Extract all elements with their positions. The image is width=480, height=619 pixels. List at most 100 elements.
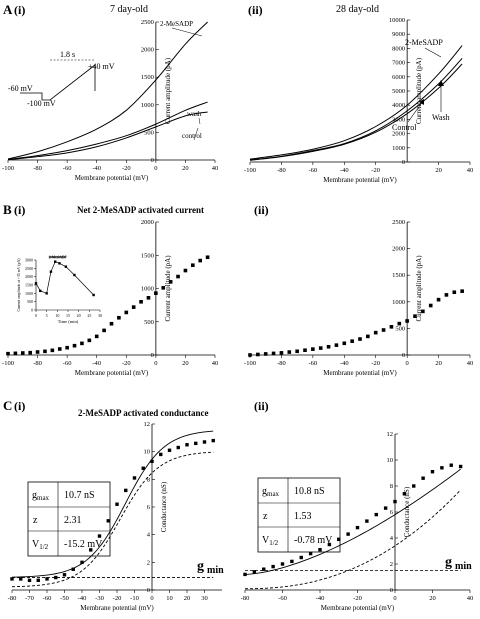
y-axis-label: Conductance (nS) <box>160 481 168 532</box>
x-tick-label: 0 <box>154 360 157 367</box>
x-tick-label: 20 <box>182 165 189 172</box>
y-tick-label: 8 <box>147 476 150 483</box>
data-point <box>342 341 347 346</box>
data-point <box>154 291 158 295</box>
y-tick-label: 10000 <box>389 17 405 24</box>
data-point <box>80 560 84 565</box>
x-tick-label: 40 <box>212 360 219 367</box>
data-point <box>365 519 369 523</box>
y-tick-label: 0 <box>151 157 154 164</box>
protocol-vhold: -60 mV <box>8 84 33 93</box>
x-axis-label: Membrane potential (mV) <box>323 176 397 184</box>
x-tick-label: -80 <box>33 165 42 172</box>
panel-ci-num: (i) <box>14 399 25 413</box>
data-point <box>27 578 32 583</box>
y-tick-label: 0 <box>402 159 405 166</box>
protocol-duration: 1.8 s <box>60 50 75 59</box>
data-point <box>299 555 303 560</box>
data-point <box>452 290 457 295</box>
y-tick-label: 2 <box>147 559 150 566</box>
x-tick-label: -80 <box>277 360 286 367</box>
x-tick-label: 20 <box>435 360 442 367</box>
x-tick-label: -100 <box>2 360 14 367</box>
y-tick-label: 1500 <box>141 252 154 259</box>
data-point <box>146 296 151 300</box>
data-point <box>36 578 40 583</box>
x-tick-label: -100 <box>244 360 256 367</box>
data-point <box>115 502 119 506</box>
inset-point <box>73 273 76 277</box>
chart-Bi: -100 -80 -60 -40 -20 0 20 400500100015002000Mem… <box>2 219 218 377</box>
x-tick-label: 0 <box>154 165 157 172</box>
panel-bii-num: (ii) <box>254 203 269 217</box>
y-axis-label: Current amplitude (pA) <box>164 57 172 124</box>
x-axis-label: Membrane potential (mV) <box>75 369 149 377</box>
data-point <box>131 305 136 309</box>
inset-point <box>54 260 57 263</box>
data-point <box>117 315 121 320</box>
y-tick-label: 4 <box>147 532 151 539</box>
data-point <box>20 351 25 355</box>
data-point <box>35 350 40 354</box>
arrow-head <box>419 99 424 105</box>
data-point <box>295 349 299 354</box>
data-point <box>358 337 362 341</box>
ci-gmin-label: g <box>197 559 204 574</box>
cii-v-value: -0.78 mV <box>294 535 333 546</box>
y-tick-label: 9000 <box>392 31 405 38</box>
y-tick-label: 6 <box>390 509 394 516</box>
series-label: 2-MeSADP <box>405 38 443 47</box>
x-tick-label: 0 <box>406 360 409 367</box>
x-tick-label: -100 <box>244 167 256 174</box>
x-axis-label: Membrane potential (mV) <box>321 604 395 612</box>
x-tick-label: -30 <box>95 595 104 602</box>
data-point <box>311 347 315 351</box>
series-label: wash <box>187 110 202 118</box>
inset-y-tick-label: 2000 <box>25 274 33 279</box>
data-point <box>318 548 322 552</box>
data-point <box>72 343 77 348</box>
data-point <box>366 334 370 339</box>
charts-layer: -100 -80 -60 -40 -20 0 20 400500100015002000250… <box>2 17 473 612</box>
cii-z-value: 1.53 <box>294 511 312 522</box>
x-tick-label: -60 <box>278 595 287 602</box>
y-tick-label: 6 <box>147 504 151 511</box>
data-point <box>106 519 110 523</box>
inset-point <box>39 289 42 293</box>
data-point <box>421 476 425 480</box>
y-tick-label: 2500 <box>141 19 154 26</box>
cii-v-sub: 1/2 <box>269 539 278 547</box>
series-label-pointer <box>171 27 203 37</box>
x-axis-label: Membrane potential (mV) <box>323 369 397 377</box>
cii-gmin-label: g <box>445 555 452 570</box>
x-tick-label: 20 <box>435 167 442 174</box>
fit-curve <box>11 430 214 578</box>
inset-y-tick-label: 500 <box>27 299 33 304</box>
x-tick-label: -20 <box>122 360 131 367</box>
panel-b-label: B <box>3 202 12 217</box>
data-point <box>287 350 292 354</box>
x-tick-label: -20 <box>122 165 131 172</box>
x-tick-label: -100 <box>2 165 14 172</box>
data-point <box>89 548 93 552</box>
y-tick-label: 1000 <box>392 299 405 306</box>
data-point <box>97 534 102 538</box>
data-point <box>374 512 378 517</box>
voltage-protocol: 1.8 s -60 mV -100 mV +40 mV <box>8 50 115 108</box>
cii-gmax-value: 10.8 nS <box>294 486 325 497</box>
x-tick-label: -20 <box>371 167 380 174</box>
data-point <box>57 347 62 351</box>
ci-z-value: 2.31 <box>64 515 82 526</box>
series-line-wash <box>7 101 208 160</box>
data-point <box>176 274 180 279</box>
cii-v-label: V <box>262 535 270 546</box>
data-point <box>191 263 195 268</box>
y-tick-label: 0 <box>151 352 154 359</box>
data-point <box>50 348 55 353</box>
data-point <box>280 562 285 566</box>
y-tick-label: 2500 <box>392 219 405 226</box>
data-point <box>413 314 417 318</box>
x-axis-label: Membrane potential (mV) <box>80 604 154 612</box>
panel-ai-num: (i) <box>14 3 25 17</box>
